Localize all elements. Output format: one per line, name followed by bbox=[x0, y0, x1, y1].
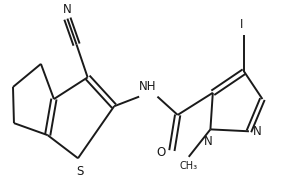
Text: I: I bbox=[240, 18, 243, 31]
Text: NH: NH bbox=[139, 80, 156, 93]
Text: N: N bbox=[253, 125, 261, 138]
Text: O: O bbox=[156, 146, 166, 160]
Text: N: N bbox=[63, 3, 72, 16]
Text: N: N bbox=[204, 135, 212, 148]
Text: CH₃: CH₃ bbox=[180, 161, 198, 171]
Text: S: S bbox=[76, 164, 83, 178]
